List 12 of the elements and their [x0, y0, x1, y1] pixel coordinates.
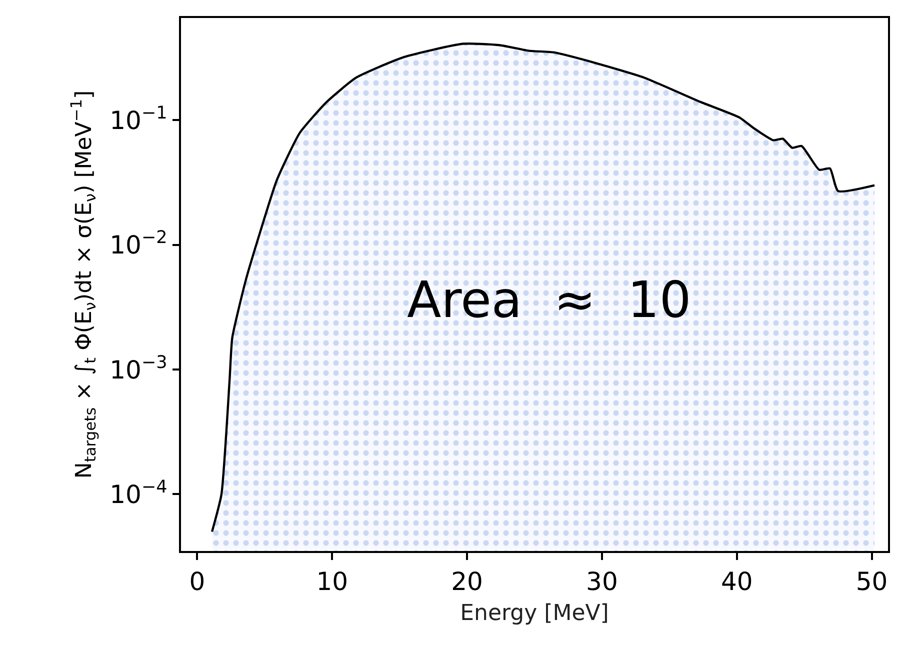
y-tick-label: 10$^{−2}$ — [110, 228, 168, 260]
x-tick-label: 40 — [720, 566, 753, 596]
x-tick-label: 20 — [451, 566, 483, 596]
y-tick-label: 10$^{−3}$ — [110, 352, 168, 384]
y-tick-label: 10$^{−4}$ — [110, 477, 168, 509]
x-tick-label: 0 — [189, 566, 206, 596]
x-tick-label: 50 — [856, 566, 888, 596]
x-tick-label: 10 — [316, 566, 348, 596]
y-tick-label: 10$^{−1}$ — [110, 103, 168, 135]
annotation: Area ≈ 10 — [407, 271, 692, 329]
x-tick-label: 30 — [586, 566, 618, 596]
x-axis-title: Energy [MeV] — [460, 601, 609, 626]
